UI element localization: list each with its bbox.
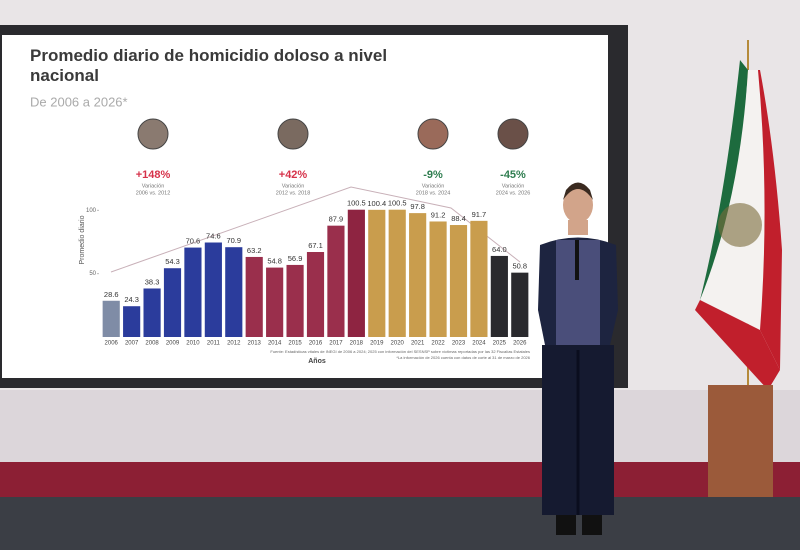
portrait	[277, 118, 309, 150]
bar	[102, 300, 120, 337]
x-tick-label: 2026	[513, 341, 527, 347]
value-label: 38.3	[145, 277, 160, 286]
flag-stand	[708, 385, 773, 497]
value-label: 70.6	[186, 237, 201, 246]
floor	[0, 497, 800, 550]
x-tick-label: 2016	[309, 341, 323, 347]
bar	[266, 267, 284, 337]
x-tick-label: 2021	[411, 341, 425, 347]
y-axis-label: Promedio diario	[79, 215, 86, 264]
value-label: 88.4	[451, 214, 466, 223]
change-period: 2024 vs. 2026	[496, 190, 531, 196]
value-label: 24.3	[124, 295, 139, 304]
x-tick-label: 2020	[391, 341, 405, 347]
bar	[409, 213, 427, 337]
change-caption: Variación	[422, 183, 445, 189]
chart-title: Promedio diario de homicidio doloso a ni…	[30, 46, 387, 85]
bar	[204, 242, 222, 337]
portrait	[137, 118, 169, 150]
bar	[368, 209, 386, 337]
value-label: 56.9	[288, 254, 303, 263]
change-caption: Variación	[282, 183, 305, 189]
flag-white	[700, 70, 765, 330]
bar	[123, 306, 141, 337]
value-label: 54.3	[165, 257, 180, 266]
flag-emblem	[718, 203, 762, 247]
source-note: Fuente: Estadísticas vitales de INEGI de…	[270, 349, 530, 354]
value-label: 74.6	[206, 231, 221, 240]
value-label: 100.4	[367, 199, 386, 208]
change-period: 2006 vs. 2012	[136, 190, 171, 196]
x-tick-label: 2006	[105, 341, 119, 347]
value-label: 50.8	[512, 262, 527, 271]
bar	[388, 209, 406, 337]
bar	[429, 221, 447, 337]
value-label: 100.5	[388, 199, 407, 208]
bar	[470, 220, 488, 337]
flag-red	[758, 70, 782, 370]
value-label: 67.1	[308, 241, 323, 250]
x-tick-label: 2010	[186, 341, 200, 347]
change-label: -45%	[500, 169, 526, 181]
value-label: 63.2	[247, 246, 262, 255]
portrait	[417, 118, 449, 150]
bar	[327, 225, 345, 337]
x-tick-label: 2009	[166, 341, 180, 347]
x-tick-label: 2025	[493, 341, 507, 347]
change-period: 2012 vs. 2018	[276, 190, 311, 196]
bar	[184, 247, 202, 337]
source-note: *La información de 2026 cuenta con datos…	[396, 355, 530, 360]
value-label: 87.9	[329, 215, 344, 224]
bar	[225, 247, 243, 337]
x-axis-label: Años	[308, 358, 326, 365]
x-tick-label: 2019	[370, 341, 384, 347]
x-tick-label: 2022	[431, 341, 445, 347]
y-tick-label: 100	[86, 208, 97, 214]
value-label: 64.0	[492, 245, 507, 254]
x-tick-label: 2015	[288, 341, 302, 347]
bar	[286, 264, 304, 337]
value-label: 100.5	[347, 199, 366, 208]
bar	[245, 256, 263, 337]
wall-pattern	[0, 390, 800, 462]
change-label: +42%	[279, 169, 308, 181]
presenter	[538, 182, 618, 535]
bar	[143, 288, 161, 337]
bar	[449, 225, 468, 337]
bar	[347, 209, 365, 337]
value-label: 54.8	[267, 257, 282, 266]
change-label: +148%	[136, 169, 171, 181]
bar	[163, 268, 182, 337]
x-tick-label: 2012	[227, 341, 241, 347]
x-tick-label: 2018	[350, 341, 364, 347]
x-tick-label: 2017	[329, 341, 343, 347]
bar	[511, 272, 529, 337]
portrait	[497, 118, 529, 150]
bar	[490, 255, 508, 337]
flag-red	[695, 300, 780, 390]
bar	[306, 252, 325, 337]
x-tick-label: 2024	[472, 341, 486, 347]
red-band	[0, 462, 800, 497]
value-label: 91.7	[472, 210, 487, 219]
change-caption: Variación	[502, 183, 525, 189]
value-label: 28.6	[104, 290, 119, 299]
x-tick-label: 2014	[268, 341, 282, 347]
change-caption: Variación	[142, 183, 165, 189]
x-tick-label: 2023	[452, 341, 466, 347]
x-tick-label: 2007	[125, 341, 139, 347]
chart-subtitle: De 2006 a 2026*	[30, 94, 128, 109]
value-label: 91.2	[431, 210, 446, 219]
change-label: -9%	[423, 169, 443, 181]
y-tick-label: 50	[89, 271, 96, 277]
change-period: 2018 vs. 2024	[416, 190, 451, 196]
value-label: 70.9	[226, 236, 241, 245]
x-tick-label: 2011	[207, 341, 221, 347]
flag-green	[700, 60, 748, 300]
x-tick-label: 2008	[145, 341, 159, 347]
x-tick-label: 2013	[248, 341, 262, 347]
value-label: 97.8	[410, 202, 425, 211]
